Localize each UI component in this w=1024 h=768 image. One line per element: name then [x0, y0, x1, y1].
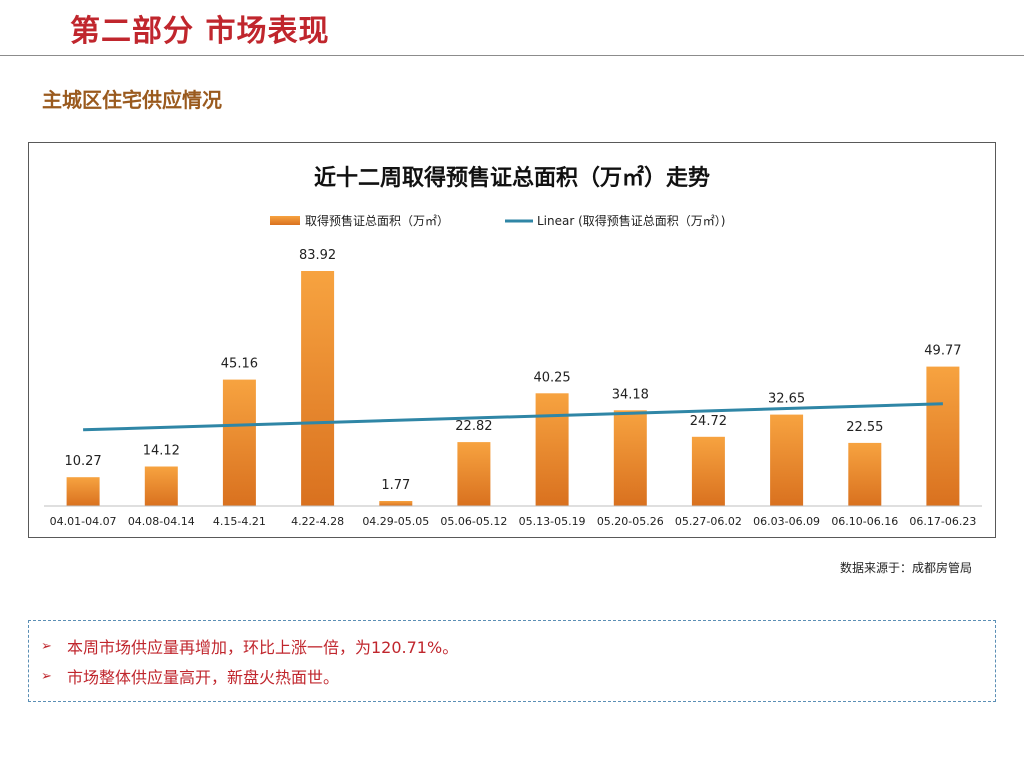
section-title: 第二部分 市场表现 — [70, 14, 330, 49]
x-tick-label: 04.29-05.05 — [362, 515, 429, 528]
bar — [301, 271, 335, 506]
bar-series: 10.27 14.12 45.16 83.92 1.77 22.82 40.25 34.18 2… — [64, 248, 962, 506]
chart-container: 近十二周取得预售证总面积（万㎡）走势 取得预售证总面积（万㎡） Linear (… — [28, 142, 996, 538]
chart-title: 近十二周取得预售证总面积（万㎡）走势 — [314, 165, 710, 191]
notes-box: ➢ 本周市场供应量再增加，环比上涨一倍，为120.71%。 ➢ 市场整体供应量高… — [28, 620, 996, 702]
page-subtitle: 主城区住宅供应情况 — [42, 88, 222, 112]
bar-value-label: 49.77 — [924, 344, 961, 359]
x-tick-label: 05.27-06.02 — [675, 515, 742, 528]
bar — [222, 379, 256, 506]
note-text: 本周市场供应量再增加，环比上涨一倍，为120.71%。 — [67, 638, 459, 657]
bar-value-label: 45.16 — [221, 357, 258, 372]
x-tick-label: 06.17-06.23 — [909, 515, 976, 528]
x-tick-label: 05.13-05.19 — [519, 515, 586, 528]
note-item: ➢ 市场整体供应量高开，新盘火热面世。 — [41, 661, 995, 691]
bar-value-label: 22.55 — [846, 420, 883, 435]
arrow-bullet-icon: ➢ — [41, 638, 52, 654]
bar-value-label: 32.65 — [768, 392, 805, 407]
x-tick-label: 04.01-04.07 — [50, 515, 117, 528]
bar — [457, 442, 491, 506]
title-divider — [0, 55, 1024, 56]
bar-value-label: 40.25 — [533, 370, 570, 385]
bar-value-label: 83.92 — [299, 248, 336, 263]
note-text: 市场整体供应量高开，新盘火热面世。 — [67, 668, 340, 687]
bar-value-label: 14.12 — [143, 444, 180, 459]
bar-value-label: 1.77 — [381, 478, 410, 493]
bar — [613, 410, 647, 506]
x-tick-label: 05.06-05.12 — [440, 515, 507, 528]
bar-chart: 近十二周取得预售证总面积（万㎡）走势 取得预售证总面积（万㎡） Linear (… — [44, 165, 982, 528]
trendline-layer — [83, 402, 943, 432]
bar-value-label: 34.18 — [612, 387, 649, 402]
linear-trendline — [83, 402, 943, 432]
bar — [379, 501, 413, 506]
x-axis-ticks: 04.01-04.07 04.08-04.14 4.15-4.21 4.22-4.28… — [50, 515, 977, 528]
bar-value-label: 22.82 — [455, 419, 492, 434]
x-tick-label: 4.15-4.21 — [213, 515, 266, 528]
bar-value-label: 10.27 — [64, 454, 101, 469]
legend-bar-label: 取得预售证总面积（万㎡） — [305, 213, 449, 228]
data-source-note: 数据来源于：成都房管局 — [839, 561, 972, 575]
x-tick-label: 06.03-06.09 — [753, 515, 820, 528]
bar-value-label: 24.72 — [690, 414, 727, 429]
x-tick-label: 4.22-4.28 — [291, 515, 344, 528]
x-tick-label: 04.08-04.14 — [128, 515, 195, 528]
chart-legend: 取得预售证总面积（万㎡） Linear (取得预售证总面积（万㎡）) — [270, 213, 725, 228]
bar — [535, 393, 569, 506]
bar — [926, 366, 960, 506]
x-tick-label: 05.20-05.26 — [597, 515, 664, 528]
legend-trend-label: Linear (取得预售证总面积（万㎡）) — [537, 213, 725, 228]
legend-bar-swatch — [270, 216, 300, 225]
bar — [66, 477, 100, 506]
arrow-bullet-icon: ➢ — [41, 668, 52, 684]
note-item: ➢ 本周市场供应量再增加，环比上涨一倍，为120.71%。 — [41, 631, 995, 661]
bar — [691, 436, 725, 506]
bar — [848, 442, 882, 506]
bar — [144, 466, 178, 506]
bar — [770, 414, 804, 506]
x-tick-label: 06.10-06.16 — [831, 515, 898, 528]
